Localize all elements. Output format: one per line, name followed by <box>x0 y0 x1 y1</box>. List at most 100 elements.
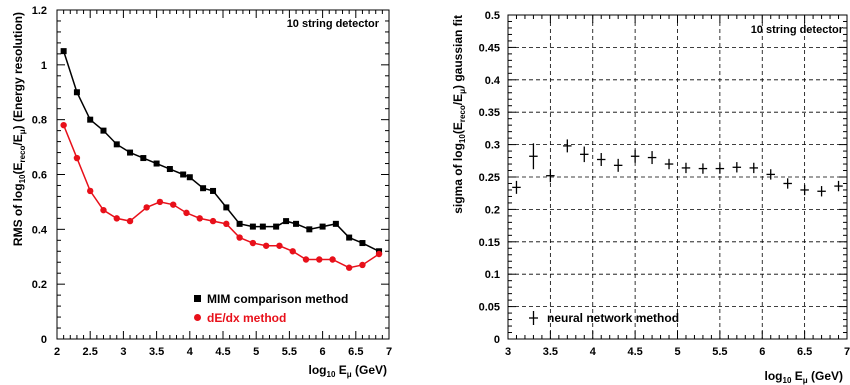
y-axis-title-part: reco <box>18 145 27 162</box>
x-tick-label: 6.5 <box>348 346 363 358</box>
mim-data-point <box>306 226 313 233</box>
y-axis-title-part: 10 <box>18 174 27 183</box>
mim-data-point <box>113 141 120 148</box>
dedx-data-point <box>375 250 383 258</box>
x-tick-label: 6 <box>759 346 765 358</box>
x-tick-label: 2 <box>54 346 60 358</box>
y-axis-title-part: sigma of log <box>451 143 465 214</box>
y-tick-label: 0.15 <box>479 237 500 249</box>
x-tick-label: 3 <box>505 346 511 358</box>
dedx-data-point <box>73 154 81 162</box>
mim-data-point <box>273 223 280 230</box>
dedx-data-point <box>262 242 270 249</box>
dedx-data-point <box>236 234 243 241</box>
x-tick-label: 3.5 <box>149 346 164 358</box>
mim-data-point <box>249 223 256 230</box>
series-line-dedx <box>62 124 380 269</box>
y-axis-title-part: ) gaussian fit <box>451 15 465 89</box>
y-axis-title-part: μ <box>18 129 27 134</box>
dedx-data-point <box>209 217 217 225</box>
y-tick-label: 0.2 <box>32 279 47 291</box>
y-tick-label: 0.4 <box>485 75 501 87</box>
y-tick-label: 0.3 <box>485 140 500 152</box>
dedx-data-point <box>316 256 323 263</box>
y-tick-label: 0.8 <box>32 115 47 127</box>
series-line-mim <box>62 50 380 252</box>
mim-data-point <box>259 223 266 230</box>
mim-data-point <box>346 234 353 241</box>
y-tick-label: 0.6 <box>32 170 47 182</box>
x-tick-label: 5 <box>253 346 259 358</box>
x-tick-label: 2.5 <box>83 346 98 358</box>
mim-data-point <box>180 171 187 178</box>
x-tick-label: 7 <box>386 346 392 358</box>
dedx-data-point <box>126 217 134 225</box>
mim-data-point <box>236 220 243 227</box>
y-axis-title-part: reco <box>458 105 467 122</box>
mim-data-point <box>186 174 193 181</box>
mim-data-point <box>332 220 339 227</box>
dedx-data-point <box>276 242 283 249</box>
mim-data-point <box>100 127 107 134</box>
mim-data-point <box>359 240 366 247</box>
y-axis-title: RMS of log10(Ereco/Eμ) (Energy resolutio… <box>11 12 27 246</box>
mim-data-point <box>140 155 147 162</box>
y-axis-title-part: (E <box>11 163 25 175</box>
x-tick-label: 5.5 <box>712 346 727 358</box>
dedx-data-point <box>87 187 94 195</box>
dedx-data-point <box>302 256 310 263</box>
dedx-data-point <box>249 239 257 247</box>
mim-data-point <box>73 89 80 96</box>
x-axis-title-part: E <box>335 363 346 377</box>
dedx-data-point <box>170 201 177 208</box>
y-axis-title-part: 10 <box>458 134 467 143</box>
dedx-data-point <box>100 206 107 214</box>
energy-resolution-panel: 2 2.5 3 3.5 4 4.5 5 5.5 6 6.5 7 0 0.2 0.4 0.6 0.8 1 1.2 10… <box>11 5 392 379</box>
x-tick-label: 5 <box>674 346 680 358</box>
y-tick-label: 0 <box>41 334 47 346</box>
dedx-data-point <box>223 220 230 228</box>
x-axis-title-part: 10 <box>783 376 792 385</box>
dedx-data-point <box>183 209 190 217</box>
y-tick-label: 0.2 <box>485 204 500 216</box>
y-tick-label: 1 <box>41 60 47 72</box>
y-axis-title-part: /E <box>451 94 465 105</box>
y-tick-label: 0.35 <box>479 107 500 119</box>
y-tick-label: 0.45 <box>479 42 500 54</box>
mim-data-point <box>293 220 300 227</box>
x-axis-title-part: log <box>765 369 783 383</box>
y-axis-title-part: RMS of log <box>11 183 25 246</box>
y-axis-title-part: μ <box>458 89 467 94</box>
detector-annotation: 10 string detector <box>751 24 844 36</box>
mim-data-point <box>223 204 230 211</box>
dedx-data-point <box>329 256 336 263</box>
legend-marker-dedx <box>194 314 201 321</box>
dedx-data-point <box>156 198 164 206</box>
x-tick-label: 7 <box>844 346 850 358</box>
mim-data-point <box>319 223 326 230</box>
x-tick-label: 4.5 <box>215 346 230 358</box>
plot-frame <box>56 9 390 340</box>
y-tick-label: 0.4 <box>32 224 48 236</box>
mim-data-point <box>210 187 217 194</box>
x-axis-title: log10 Eμ (GeV) <box>765 369 844 385</box>
dedx-data-point <box>345 264 353 271</box>
x-tick-label: 3.5 <box>543 346 558 358</box>
y-tick-label: 0.1 <box>485 269 500 281</box>
detector-annotation: 10 string detector <box>287 18 380 30</box>
x-axis-title: log10 Eμ (GeV) <box>309 363 388 379</box>
legend-label-dedx: dE/dx method <box>207 311 286 325</box>
x-tick-label: 6 <box>320 346 326 358</box>
x-tick-label: 3 <box>120 346 126 358</box>
dedx-data-point <box>196 215 203 222</box>
y-tick-label: 1.2 <box>32 5 47 17</box>
x-axis-title-part: 10 <box>327 370 336 379</box>
dedx-data-point <box>60 121 67 129</box>
x-axis-title-part: E <box>791 369 802 383</box>
x-axis-title-part: μ <box>803 376 808 385</box>
x-tick-label: 4 <box>187 346 194 358</box>
y-tick-label: 0 <box>494 334 500 346</box>
x-tick-label: 6.5 <box>797 346 812 358</box>
y-axis-title-part: /E <box>11 134 25 145</box>
mim-data-point <box>200 185 207 192</box>
